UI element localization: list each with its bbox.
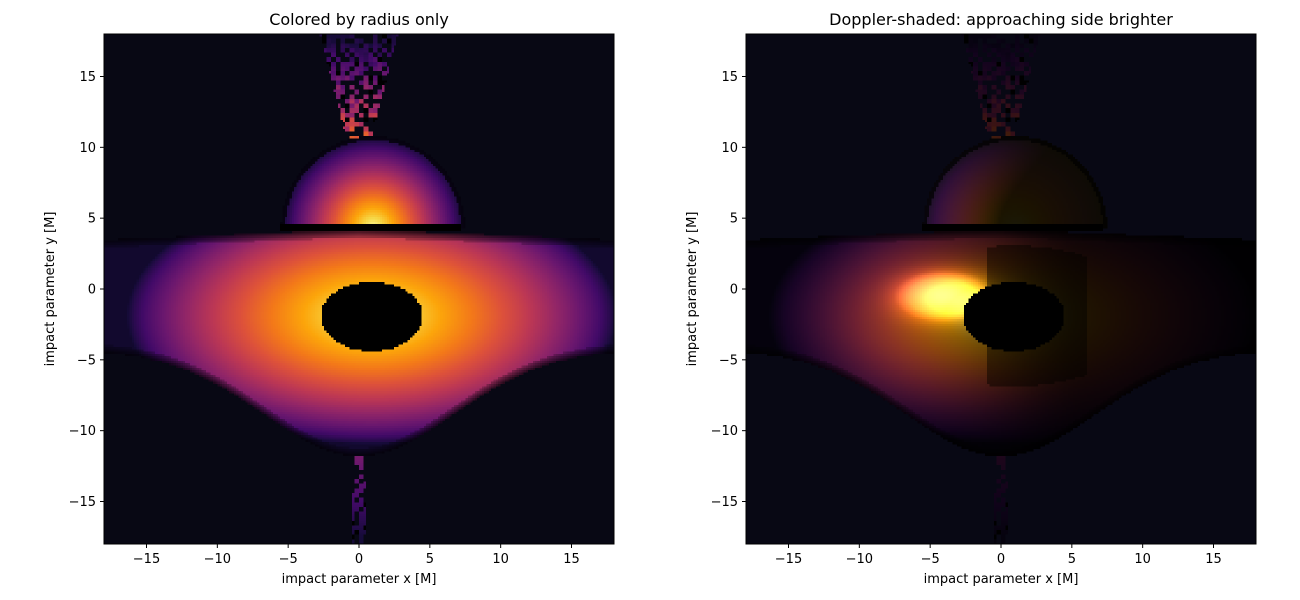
y-tick-label: 0 bbox=[88, 283, 96, 298]
x-tick-label: 0 bbox=[997, 552, 1005, 567]
y-tick-label: 10 bbox=[79, 141, 96, 156]
y-tick-label: 5 bbox=[88, 212, 96, 227]
y-tick-label: 15 bbox=[79, 70, 96, 85]
x-axis-label: impact parameter x [M] bbox=[924, 572, 1079, 587]
heatmap-image bbox=[104, 34, 614, 544]
y-tick-label: −15 bbox=[711, 495, 738, 510]
x-tick-label: 10 bbox=[492, 552, 509, 567]
x-tick-label: −15 bbox=[775, 552, 802, 567]
panel-2: −15 −10 −5 0 5 10 15 −15 −10 −5 0 5 10 15 Doppler-shad… bbox=[685, 10, 1257, 587]
x-tick-label: −10 bbox=[204, 552, 231, 567]
y-tick-label: −5 bbox=[719, 353, 738, 368]
chart-title: Colored by radius only bbox=[269, 10, 449, 29]
y-tick-label: −10 bbox=[69, 424, 96, 439]
x-tick-label: −5 bbox=[921, 552, 940, 567]
panel-1: −15 −10 −5 0 5 10 15 −15 −10 −5 0 5 10 15 Colored by r… bbox=[43, 10, 615, 587]
x-tick-label: 5 bbox=[1068, 552, 1076, 567]
x-tick-label: 15 bbox=[563, 552, 580, 567]
y-axis-label: impact parameter y [M] bbox=[685, 212, 700, 367]
y-axis-label: impact parameter y [M] bbox=[43, 212, 58, 367]
x-axis-label: impact parameter x [M] bbox=[282, 572, 437, 587]
y-tick-label: 15 bbox=[721, 70, 738, 85]
y-tick-label: 10 bbox=[721, 141, 738, 156]
x-tick-label: −10 bbox=[846, 552, 873, 567]
x-tick-label: 5 bbox=[426, 552, 434, 567]
y-tick-label: −5 bbox=[77, 353, 96, 368]
x-tick-label: 0 bbox=[355, 552, 363, 567]
x-tick-label: −15 bbox=[133, 552, 160, 567]
heatmap-image bbox=[746, 34, 1256, 544]
x-tick-label: −5 bbox=[279, 552, 298, 567]
y-tick-label: −15 bbox=[69, 495, 96, 510]
chart-title: Doppler-shaded: approaching side brighte… bbox=[829, 10, 1173, 29]
y-tick-label: −10 bbox=[711, 424, 738, 439]
y-tick-label: 5 bbox=[730, 212, 738, 227]
x-tick-label: 10 bbox=[1134, 552, 1151, 567]
y-tick-label: 0 bbox=[730, 283, 738, 298]
x-tick-label: 15 bbox=[1205, 552, 1222, 567]
